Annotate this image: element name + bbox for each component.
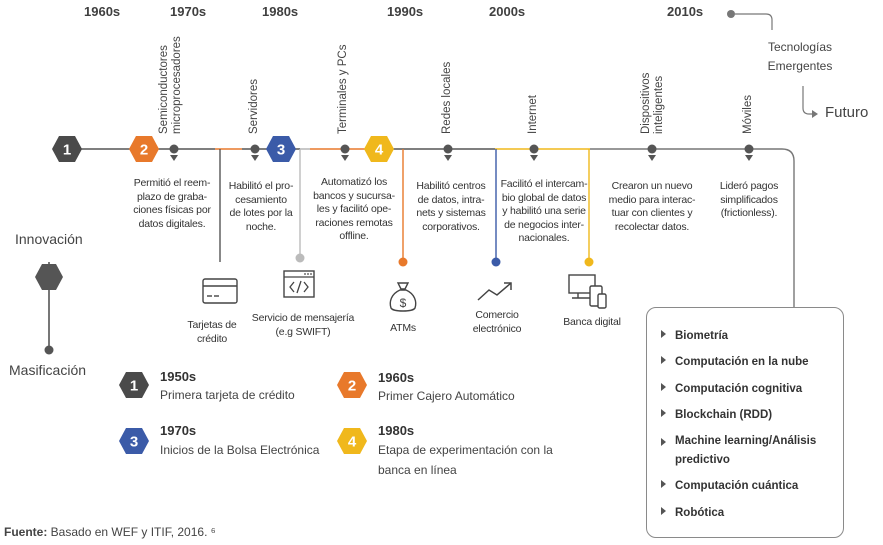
desc-semiconductores: Permitió el reem- plazo de graba- ciones… (133, 177, 211, 230)
credit-card-icon (202, 278, 238, 304)
svg-text:3: 3 (130, 434, 138, 451)
hex-marker-2: 2 (129, 136, 159, 162)
label-terminales: Terminales y PCs (337, 44, 349, 134)
emerging-tech-item: Computación en la nube (661, 353, 809, 372)
svg-text:2: 2 (140, 142, 148, 159)
bullet-arrow-icon (661, 330, 666, 338)
emerging-tech-item: Blockchain (RDD) (661, 406, 772, 425)
hex-marker-4: 4 (364, 136, 394, 162)
tecnologias-emergentes-label: Tecnologías Emergentes (767, 40, 833, 73)
emerging-tech-item: Biometría (661, 327, 728, 346)
label-servidores: Servidores (248, 79, 260, 134)
hex-marker-3: 3 (266, 136, 296, 162)
icon-label-banca-digital: Banca digital (563, 316, 621, 328)
label-internet: Internet (527, 95, 539, 134)
svg-text:1: 1 (130, 378, 138, 395)
svg-text:$: $ (400, 296, 407, 310)
emerging-tech-item: Computación cuántica (661, 477, 798, 496)
code-window-icon (283, 270, 315, 298)
icon-label-atms: ATMs (390, 322, 416, 334)
emerging-tech-panel: Biometría Computación en la nube Computa… (646, 307, 844, 538)
decade-1970s: 1970s (170, 4, 207, 19)
bullet-arrow-icon (661, 480, 666, 488)
svg-text:2: 2 (348, 378, 356, 395)
svg-text:3: 3 (277, 142, 285, 159)
futuro-label: Futuro (825, 104, 869, 121)
svg-text:4: 4 (375, 142, 384, 159)
icon-label-mensajeria: Servicio de mensajería (e.g SWIFT) (251, 312, 355, 338)
legend-year-4: 1980s (378, 423, 415, 438)
innovacion-label: Innovación (15, 231, 83, 247)
legend-text-1: Primera tarjeta de crédito (160, 388, 295, 402)
icon-label-comercio: Comercio electrónico (472, 309, 522, 335)
bullet-arrow-icon (661, 438, 666, 446)
legend-text-2: Primer Cajero Automático (378, 389, 515, 403)
legend-year-2: 1960s (378, 370, 415, 385)
hex-marker-1: 1 (52, 136, 82, 162)
label-dispositivos: Dispositivos inteligentes (640, 72, 665, 134)
source-note: Fuente: Basado en WEF y ITIF, 2016. ⁶ (4, 525, 216, 539)
money-bag-icon: $ (389, 282, 417, 312)
desc-dispositivos: Crearon un nuevo medio para interac- tua… (608, 180, 696, 233)
masificacion-label: Masificación (9, 362, 87, 378)
decade-1960s: 1960s (84, 4, 121, 19)
emerging-tech-item: Machine learning/Análisis predictivo (661, 432, 816, 470)
label-redes-locales: Redes locales (441, 61, 453, 134)
source-text: Basado en WEF y ITIF, 2016. ⁶ (47, 525, 216, 539)
emerging-tech-item: Robótica (661, 504, 724, 523)
legend-year-3: 1970s (160, 423, 197, 438)
desc-moviles: Lideró pagos simplificados (frictionless… (719, 180, 779, 219)
computer-devices-icon (568, 274, 607, 309)
svg-text:1: 1 (63, 142, 71, 159)
legend-hex-2: 2 (337, 372, 367, 398)
decade-2010s: 2010s (667, 4, 704, 19)
bullet-arrow-icon (661, 383, 666, 391)
legend-hex-3: 3 (119, 428, 149, 454)
svg-text:4: 4 (348, 434, 357, 451)
legend-text-3: Inicios de la Bolsa Electrónica (160, 443, 320, 457)
label-semiconductores: Semiconductores microprocesadores (158, 36, 183, 134)
bullet-arrow-icon (661, 409, 666, 417)
trend-arrow-icon (477, 282, 512, 301)
source-label: Fuente: (4, 525, 48, 539)
bullet-arrow-icon (661, 356, 666, 364)
desc-internet: Facilitó el intercam- bio global de dato… (500, 178, 588, 244)
legend-hex-4: 4 (337, 428, 367, 454)
icon-label-tarjetas: Tarjetas de crédito (187, 319, 237, 345)
desc-redes-locales: Habilitó centros de datos, intra- nets y… (416, 180, 486, 233)
legend-hex-1: 1 (119, 372, 149, 398)
legend-year-1: 1950s (160, 369, 197, 384)
decade-1980s: 1980s (262, 4, 299, 19)
desc-terminales: Automatizó los bancos y sucursa- les y f… (313, 176, 395, 242)
legend-text-4: Etapa de experimentación con la banca en… (378, 443, 553, 477)
decade-1990s: 1990s (387, 4, 424, 19)
desc-servidores: Habilitó el pro- cesamiento de lotes por… (228, 180, 294, 233)
bullet-arrow-icon (661, 507, 666, 515)
emerging-tech-item: Computación cognitiva (661, 380, 802, 399)
label-moviles: Móviles (742, 95, 754, 134)
decade-2000s: 2000s (489, 4, 526, 19)
